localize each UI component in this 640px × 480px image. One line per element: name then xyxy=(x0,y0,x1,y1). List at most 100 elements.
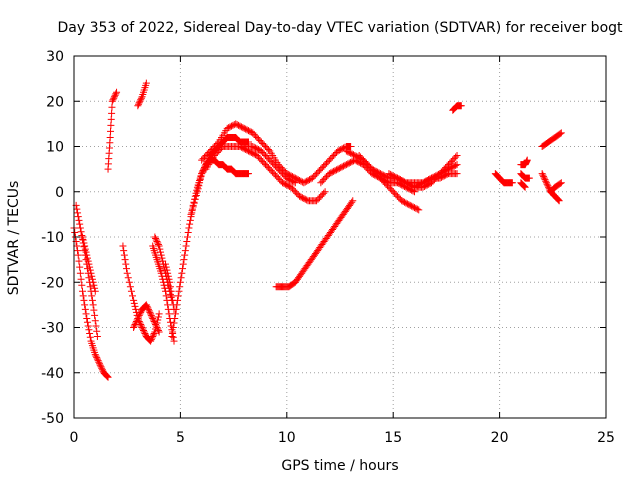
data-point xyxy=(237,143,245,151)
data-point xyxy=(203,150,211,158)
data-point xyxy=(520,182,528,190)
data-point xyxy=(84,257,92,265)
data-point xyxy=(344,160,352,168)
data-point xyxy=(174,296,182,304)
data-point xyxy=(315,167,323,175)
data-point xyxy=(198,168,206,176)
data-point xyxy=(284,182,292,190)
data-point xyxy=(342,161,350,169)
data-point xyxy=(79,233,87,241)
data-point xyxy=(520,182,528,190)
data-point xyxy=(81,242,89,250)
data-point xyxy=(254,135,262,143)
data-point xyxy=(151,319,159,327)
series-arc-22 xyxy=(449,102,465,114)
chart-title: Day 353 of 2022, Sidereal Day-to-day VTE… xyxy=(57,20,623,36)
data-point xyxy=(538,170,546,178)
data-point xyxy=(508,179,516,187)
data-point xyxy=(328,168,336,176)
data-point xyxy=(192,192,200,200)
data-point xyxy=(266,165,274,173)
data-point xyxy=(83,314,91,322)
data-point xyxy=(263,162,271,170)
data-point xyxy=(177,274,185,282)
data-point xyxy=(328,153,336,161)
data-point xyxy=(269,159,277,167)
data-point xyxy=(452,161,460,169)
data-point xyxy=(171,314,179,322)
data-point xyxy=(107,121,115,129)
data-point xyxy=(253,145,261,153)
data-point xyxy=(555,197,563,205)
data-point xyxy=(232,120,240,128)
data-point xyxy=(79,287,87,295)
data-point xyxy=(226,123,234,131)
data-point xyxy=(183,233,191,241)
data-point xyxy=(206,147,214,155)
data-point xyxy=(348,198,356,206)
data-point xyxy=(235,121,243,129)
data-point xyxy=(167,293,175,301)
data-point xyxy=(87,269,95,277)
data-point xyxy=(180,256,188,264)
data-point xyxy=(253,133,261,141)
data-point xyxy=(391,189,399,197)
data-point xyxy=(77,228,85,236)
data-point xyxy=(77,275,85,283)
x-tick-label: 25 xyxy=(597,430,615,446)
data-point xyxy=(142,79,150,87)
data-point xyxy=(131,320,139,328)
data-point xyxy=(119,242,127,250)
data-point xyxy=(301,195,309,203)
data-point xyxy=(138,324,146,331)
data-point xyxy=(164,272,172,280)
data-point xyxy=(449,156,457,164)
data-point xyxy=(324,158,332,166)
data-point xyxy=(447,158,455,166)
data-point xyxy=(332,166,340,174)
series-arc-29 xyxy=(547,179,565,196)
data-point xyxy=(141,330,149,338)
data-point xyxy=(277,168,285,176)
data-point xyxy=(153,238,161,246)
data-point xyxy=(152,235,160,243)
data-point xyxy=(264,155,272,163)
data-point xyxy=(98,366,106,374)
data-point xyxy=(389,172,397,180)
data-point xyxy=(81,301,89,309)
data-point xyxy=(406,181,414,189)
data-point xyxy=(139,325,147,333)
data-point xyxy=(250,130,258,138)
data-point xyxy=(149,331,157,339)
data-point xyxy=(371,168,379,176)
data-point xyxy=(321,161,329,169)
data-point xyxy=(168,292,176,300)
data-point xyxy=(205,149,213,157)
data-point xyxy=(108,97,116,105)
data-point xyxy=(401,198,409,206)
series-arc-11 xyxy=(168,156,252,341)
data-point xyxy=(323,159,331,167)
data-point xyxy=(137,96,145,104)
data-point xyxy=(107,127,115,135)
data-point xyxy=(269,168,277,176)
data-point xyxy=(381,179,389,187)
data-point xyxy=(347,149,355,157)
data-point xyxy=(250,150,258,158)
data-point xyxy=(210,143,218,150)
data-point xyxy=(172,305,180,313)
data-point xyxy=(303,177,311,185)
data-point xyxy=(263,153,271,161)
data-point xyxy=(381,172,389,180)
data-point xyxy=(137,94,145,102)
data-point xyxy=(166,278,174,286)
y-tick-label: -40 xyxy=(41,366,64,382)
data-point xyxy=(385,183,393,191)
data-point xyxy=(107,115,115,123)
series-arc-13 xyxy=(198,120,355,187)
data-point xyxy=(73,242,81,250)
data-point xyxy=(88,275,96,283)
data-point xyxy=(398,197,406,205)
data-point xyxy=(108,103,116,111)
data-point xyxy=(290,186,298,194)
